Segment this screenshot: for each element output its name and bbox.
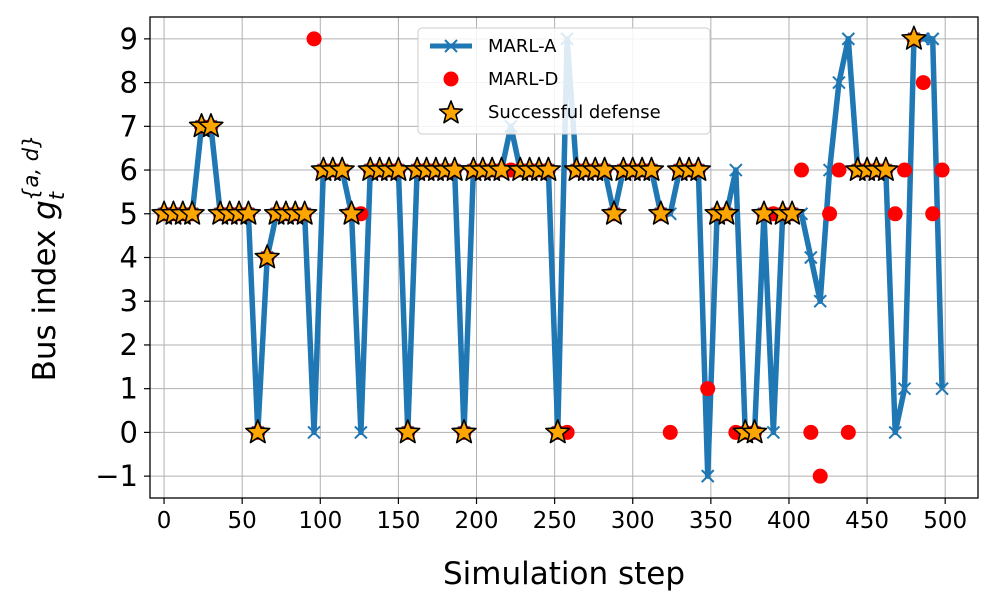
y-tick-label: 3: [120, 284, 138, 318]
successful-defense-point: [245, 419, 271, 444]
successful-defense-point: [451, 419, 477, 444]
y-tick-label: 8: [120, 66, 138, 100]
marl-d-point: [700, 381, 716, 397]
x-tick-label: 300: [611, 508, 655, 534]
marl-d-point: [831, 162, 847, 178]
x-tick-label: 450: [845, 508, 889, 534]
successful-defense-point: [291, 200, 318, 225]
marl-a-point: [935, 381, 949, 396]
x-tick-label: 250: [533, 508, 577, 534]
marl-a-point: [307, 425, 321, 440]
y-tick-label: 0: [120, 415, 138, 449]
marl-d-point: [812, 468, 828, 484]
marl-a-point: [832, 75, 846, 90]
y-axis-title-sub: t: [45, 191, 69, 200]
marl-d-point: [662, 424, 678, 440]
successful-defense-point: [235, 200, 262, 225]
y-axis-title-symbol: g: [27, 200, 63, 220]
x-tick-label: 400: [767, 508, 811, 534]
legend: MARL-A MARL-D Successful defense: [417, 27, 711, 135]
successful-defense-point: [545, 419, 571, 444]
y-tick-label: 4: [120, 241, 138, 275]
y-axis-title-sup: {a, d}: [19, 135, 43, 201]
successful-defense-series: [151, 25, 927, 444]
marl-a-point: [804, 250, 818, 265]
marl-a-point: [841, 32, 856, 46]
legend-star-shape: [438, 100, 464, 124]
legend-marl-d-marker: [443, 71, 459, 87]
marl-d-point: [803, 424, 819, 440]
marl-a-point: [897, 381, 912, 396]
marl-a-point: [888, 425, 902, 440]
successful-defense-point: [713, 200, 740, 225]
x-axis-title: Simulation step: [443, 556, 685, 592]
successful-defense-point: [779, 200, 805, 225]
marl-d-point: [934, 162, 950, 178]
successful-defense-point: [638, 156, 665, 181]
x-tick-label: 100: [298, 508, 342, 534]
marl-a-point: [701, 469, 715, 483]
y-tick-label: 6: [120, 153, 138, 187]
successful-defense-point: [873, 156, 899, 181]
y-tick-label: 2: [120, 328, 138, 362]
successful-defense-point: [395, 419, 421, 444]
legend-label-marl-a: MARL-A: [488, 36, 557, 57]
y-axis-title-main: Bus index: [27, 220, 63, 382]
marl-d-point: [925, 206, 941, 222]
marl-d-point: [793, 162, 809, 178]
successful-defense-point: [601, 200, 627, 225]
marl-a-point: [813, 294, 827, 308]
x-tick-label: 500: [923, 508, 967, 534]
marl-a-point: [729, 163, 743, 177]
successful-defense-point: [741, 419, 768, 444]
y-tick-label: 1: [120, 372, 138, 406]
legend-label-marl-d: MARL-D: [488, 69, 558, 90]
successful-defense-point: [685, 156, 712, 181]
x-tick-label: 50: [228, 508, 257, 534]
x-tick-label: 150: [376, 508, 420, 534]
marl-d-point: [840, 424, 856, 440]
legend-star-marker: [438, 100, 464, 124]
marl-d-point: [897, 162, 913, 178]
marl-d-point: [887, 206, 903, 222]
marl-a-point: [925, 32, 940, 46]
successful-defense-point: [338, 200, 365, 225]
marl-d-point: [915, 75, 931, 91]
legend-box: [417, 27, 711, 135]
successful-defense-point: [254, 244, 280, 269]
successful-defense-point: [901, 25, 927, 50]
legend-label-successful-defense: Successful defense: [488, 102, 661, 123]
legend-marl-a-marker: [444, 39, 458, 53]
y-tick-label: 9: [120, 22, 138, 56]
successful-defense-point: [329, 156, 355, 181]
marl-d-point: [306, 31, 322, 47]
y-tick-label: 7: [120, 109, 138, 143]
successful-defense-point: [198, 113, 224, 138]
successful-defense-point: [535, 156, 562, 181]
marl-d-point: [822, 206, 838, 222]
y-tick-label: 5: [120, 197, 138, 231]
x-tick-label: 350: [689, 508, 733, 534]
y-axis-title: Bus index gt{a, d}: [19, 135, 69, 382]
y-tick-label: −1: [95, 459, 138, 493]
successful-defense-point: [648, 200, 674, 225]
marl-a-point: [766, 425, 781, 440]
successful-defense-point: [179, 200, 205, 225]
marl-a-point: [354, 425, 368, 440]
x-tick-label: 200: [455, 508, 499, 534]
axis-ticks: 0 50 100 150 200 250 300 350 400 450 500 −1 0 1 2 3 4 5 6 7…: [95, 22, 967, 534]
x-tick-label: 0: [157, 508, 172, 534]
